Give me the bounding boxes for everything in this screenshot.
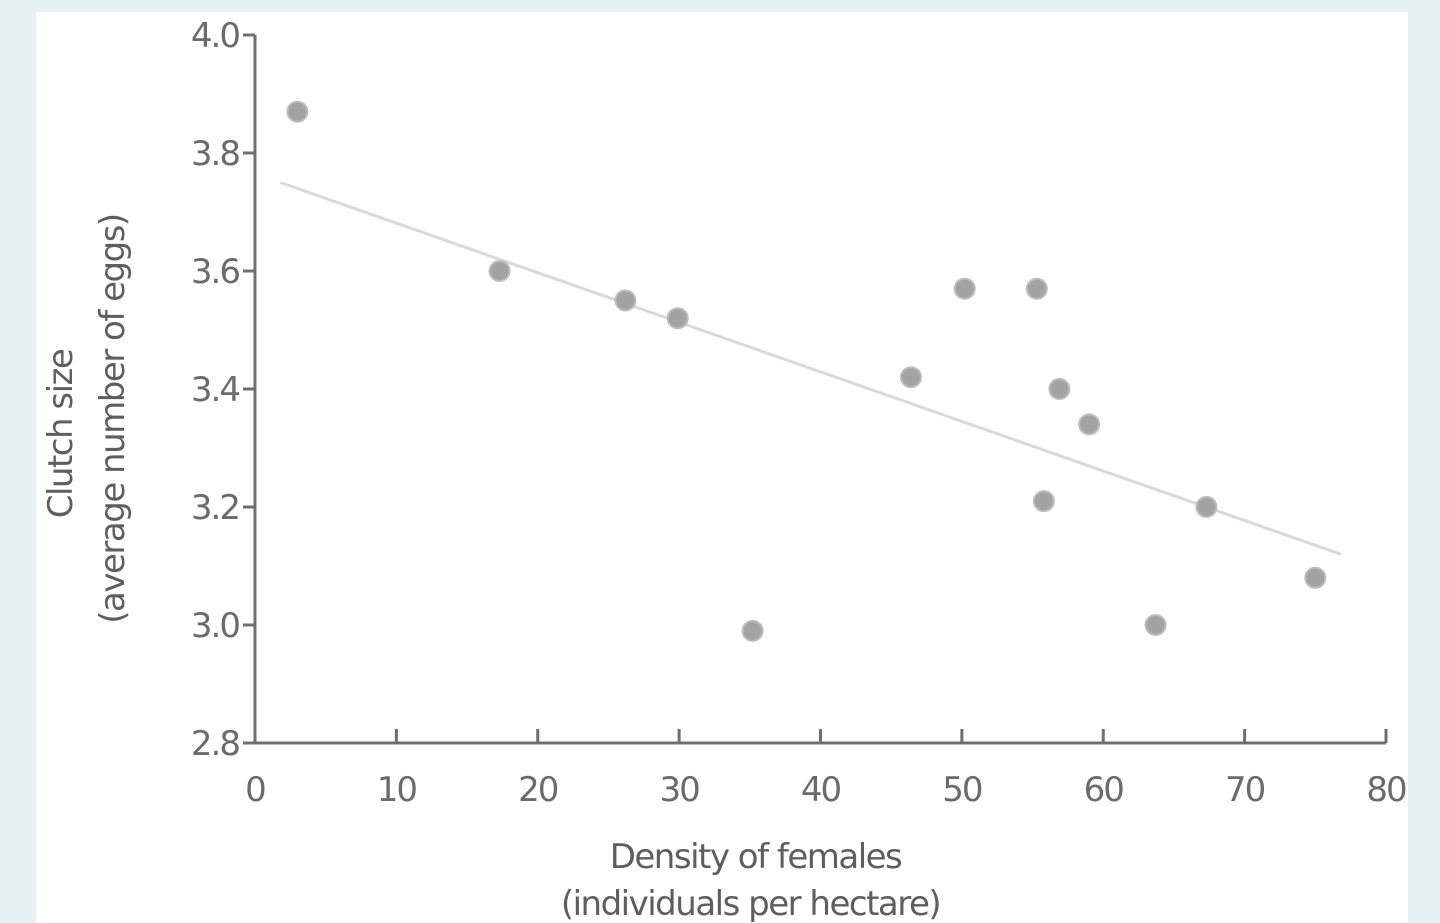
axis-titles: Density of females (individuals per hect… [41, 214, 942, 923]
data-point [286, 100, 309, 123]
data-point [614, 289, 637, 312]
y-tick-label: 3.6 [191, 252, 239, 292]
y-tick-label: 2.8 [191, 724, 239, 764]
x-tick-label: 40 [801, 770, 841, 810]
x-axis-title-line-1: Density of females [610, 837, 902, 877]
data-point [1025, 277, 1048, 300]
x-tick-label: 30 [659, 770, 699, 810]
data-point [488, 260, 511, 282]
data-point [666, 307, 689, 330]
trendline-group [279, 181, 1342, 556]
x-tick-label: 10 [377, 770, 417, 810]
x-axis: 0 10 20 30 40 50 60 70 80 [245, 729, 1408, 810]
data-points [286, 100, 1327, 642]
y-tick-label: 4.0 [191, 16, 239, 56]
data-point [899, 366, 922, 389]
x-tick-label: 50 [942, 770, 982, 810]
y-tick-label: 3.0 [191, 606, 239, 646]
data-point [1048, 378, 1071, 400]
x-tick-label: 0 [245, 770, 265, 810]
data-point [1032, 490, 1055, 513]
data-point [1304, 566, 1327, 589]
data-point [953, 277, 976, 300]
data-point [1195, 496, 1218, 518]
x-tick-label: 80 [1366, 770, 1406, 810]
x-tick-label: 70 [1225, 770, 1265, 810]
y-tick-label: 3.4 [191, 370, 239, 410]
y-tick-label: 3.8 [191, 134, 239, 174]
data-point [1078, 413, 1101, 436]
y-tick-label: 3.2 [191, 488, 239, 528]
data-point [1144, 614, 1167, 636]
x-tick-label: 20 [518, 770, 558, 810]
data-point [741, 619, 764, 642]
x-axis-title-line-2: (individuals per hectare) [561, 884, 940, 923]
chart-panel [36, 12, 1408, 923]
x-tick-label: 60 [1084, 770, 1124, 810]
trendline [279, 181, 1342, 556]
y-axis-title-line-2: (average number of eggs) [93, 214, 133, 623]
y-axis-title-line-1: Clutch size [41, 349, 81, 518]
y-axis: 2.8 3.0 3.2 3.4 3.6 3.8 4.0 [191, 16, 257, 764]
